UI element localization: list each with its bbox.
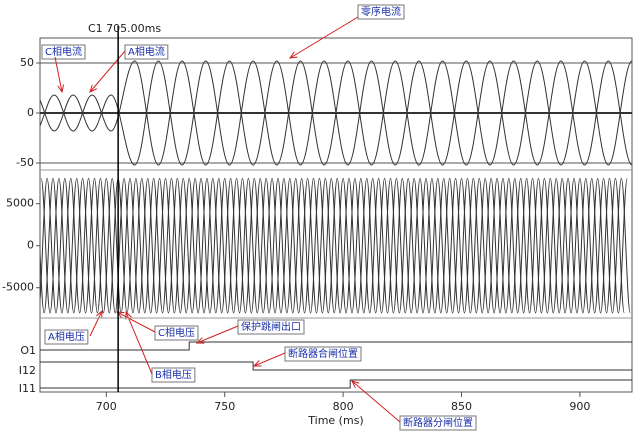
callout-box — [284, 346, 362, 362]
y-tick-label: 0 — [27, 106, 34, 119]
callout-arrow — [126, 312, 153, 375]
y-tick-label: 5000 — [6, 197, 34, 210]
x-tick-label: 800 — [333, 400, 354, 413]
callout-box — [44, 329, 89, 345]
callout: B相电压 — [126, 312, 196, 383]
callout-box — [357, 4, 405, 20]
callout-arrow — [117, 312, 156, 333]
y-tick-label: 50 — [20, 56, 34, 69]
callout-label: 保护跳闸出口 — [241, 320, 301, 333]
y-tick-label: -50 — [16, 156, 34, 169]
callout-label: A相电压 — [48, 330, 85, 343]
callout-arrow — [254, 352, 286, 366]
x-tick-label: 700 — [96, 400, 117, 413]
callout-box — [124, 44, 169, 60]
waveform — [40, 60, 632, 166]
cursor-label: C1 705.00ms — [88, 22, 161, 35]
waveform — [40, 60, 632, 166]
callout: C相电压 — [117, 312, 199, 341]
callout-arrow — [89, 311, 102, 337]
callout-arrow — [54, 56, 62, 92]
callout-label: 断路器分闸位置 — [403, 416, 473, 429]
callout-box — [154, 325, 199, 341]
waveform — [40, 177, 625, 314]
callout-label: B相电压 — [155, 368, 192, 381]
callout-label: 断路器合闸位置 — [288, 347, 358, 360]
callout: C相电流 — [41, 44, 86, 92]
callout: A相电流 — [90, 44, 169, 92]
callout-label: C相电流 — [45, 45, 82, 58]
plot-frame — [39, 37, 633, 393]
callout-arrow — [197, 325, 239, 343]
row-label: I12 — [19, 364, 36, 377]
callout-arrow — [352, 381, 401, 423]
y-tick-label: 0 — [27, 239, 34, 252]
x-tick-label: 850 — [451, 400, 472, 413]
callout-box — [151, 367, 196, 383]
digital-trace — [40, 379, 632, 389]
waveform — [40, 177, 631, 314]
x-tick-label: 900 — [569, 400, 590, 413]
callout-arrow — [90, 50, 126, 92]
callout-label: 零序电流 — [361, 5, 401, 18]
row-label: I11 — [19, 382, 36, 395]
callout-arrow — [290, 16, 359, 58]
callout: 断路器合闸位置 — [254, 346, 362, 366]
callout-label: C相电压 — [158, 326, 195, 339]
callout-box — [237, 319, 305, 335]
waveform — [40, 177, 628, 314]
x-tick-label: 750 — [214, 400, 235, 413]
callout: 零序电流 — [290, 4, 405, 58]
callout-label: A相电流 — [128, 45, 165, 58]
callout-box — [399, 415, 477, 431]
callout: 保护跳闸出口 — [197, 319, 305, 343]
y-tick-label: -5000 — [2, 281, 34, 294]
callout-box — [41, 44, 86, 60]
digital-trace — [40, 341, 632, 351]
x-axis-label: Time (ms) — [307, 414, 363, 427]
callout: A相电压 — [44, 311, 102, 345]
row-label: O1 — [20, 344, 36, 357]
callout: 断路器分闸位置 — [352, 381, 477, 431]
